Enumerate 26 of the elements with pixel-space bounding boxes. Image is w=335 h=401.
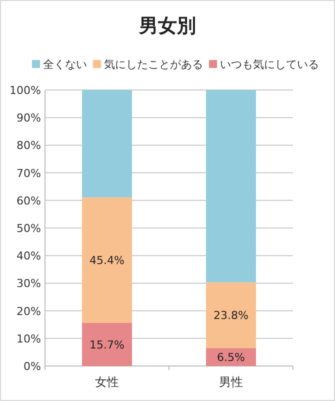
y-tick-label: 20% [16, 304, 41, 318]
data-label: 23.8% [214, 309, 248, 322]
y-tick-label: 60% [16, 194, 41, 208]
bar [206, 282, 256, 348]
y-tick-label: 50% [16, 222, 41, 235]
chart-title: 男女別 [138, 15, 196, 37]
y-tick-label: 0% [24, 360, 41, 373]
y-tick-label: 80% [16, 139, 41, 152]
bar [82, 322, 132, 366]
y-tick-label: 100% [10, 84, 41, 97]
y-tick-label: 70% [16, 166, 41, 180]
y-tick-label: 30% [16, 277, 41, 290]
x-tick-label: 男性 [219, 375, 243, 389]
y-tick-label: 10% [16, 332, 41, 346]
data-label: 45.4% [90, 254, 124, 268]
legend-label: 全くない [43, 58, 87, 71]
bar [206, 90, 256, 282]
y-tick-label: 90% [16, 112, 41, 125]
data-label: 6.5% [217, 351, 245, 364]
data-label: 15.7% [90, 338, 124, 352]
legend-label: いつも気にしている [220, 58, 319, 71]
y-tick-label: 40% [16, 250, 41, 263]
legend-label: 気にしたことがある [104, 58, 203, 71]
x-tick-label: 女性 [95, 375, 119, 389]
bar [82, 90, 132, 198]
bar [82, 197, 132, 323]
